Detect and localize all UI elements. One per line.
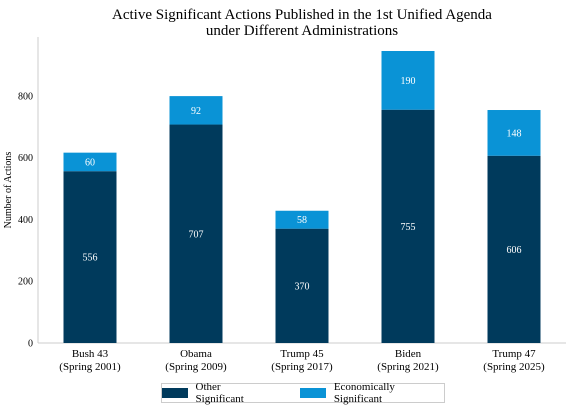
legend-label-economically-significant: Economically Significant — [333, 381, 395, 405]
x-tick-sublabel: (Spring 2001) — [59, 361, 121, 373]
x-tick-sublabel: (Spring 2021) — [377, 361, 439, 373]
bar-value-label-economically-significant: 148 — [507, 128, 522, 139]
bar-value-label-other-significant: 556 — [83, 253, 98, 264]
y-axis-label: Number of Actions — [3, 152, 14, 229]
bar-other-significant — [381, 109, 435, 343]
x-tick-label: Trump 47 — [492, 348, 536, 360]
chart-title-line2: under Different Administrations — [206, 23, 398, 39]
legend: Other Significant Economically Significa… — [161, 381, 445, 405]
bar-value-label-economically-significant: 60 — [85, 157, 95, 168]
y-tick-label: 0 — [28, 339, 33, 350]
y-tick-label: 200 — [18, 277, 33, 288]
x-tick-sublabel: (Spring 2017) — [271, 361, 333, 373]
legend-label-other-significant: Other Significant — [195, 381, 244, 405]
bar-value-label-other-significant: 606 — [507, 245, 522, 256]
bar-value-label-economically-significant: 190 — [401, 76, 416, 87]
bar-value-label-other-significant: 707 — [189, 229, 204, 240]
bar-other-significant — [63, 171, 117, 343]
bar-economically-significant — [381, 50, 435, 110]
legend-item-other-significant: Other Significant — [162, 381, 270, 405]
legend-swatch-economically-significant — [300, 388, 326, 398]
chart-title-line1: Active Significant Actions Published in … — [112, 7, 492, 23]
bar-value-label-other-significant: 370 — [295, 281, 310, 292]
bar-economically-significant — [487, 110, 541, 156]
y-tick-label: 400 — [18, 215, 33, 226]
x-tick-label: Biden — [395, 348, 422, 360]
legend-item-economically-significant: Economically Significant — [300, 381, 444, 405]
bar-value-label-economically-significant: 92 — [191, 106, 201, 117]
bar-value-label-other-significant: 755 — [401, 222, 416, 233]
x-tick-sublabel: (Spring 2025) — [483, 361, 545, 373]
y-tick-label: 600 — [18, 153, 33, 164]
x-tick-label: Bush 43 — [72, 348, 109, 360]
bar-other-significant — [169, 124, 223, 343]
y-tick-label: 800 — [18, 91, 33, 102]
x-tick-label: Obama — [180, 348, 212, 360]
x-tick-label: Trump 45 — [280, 348, 324, 360]
bar-other-significant — [275, 228, 329, 343]
bar-value-label-economically-significant: 58 — [297, 215, 307, 226]
x-tick-sublabel: (Spring 2009) — [165, 361, 227, 373]
bar-economically-significant — [63, 152, 117, 172]
legend-swatch-other-significant — [162, 388, 188, 398]
bar-economically-significant — [275, 210, 329, 229]
bar-economically-significant — [169, 96, 223, 125]
bar-other-significant — [487, 155, 541, 343]
